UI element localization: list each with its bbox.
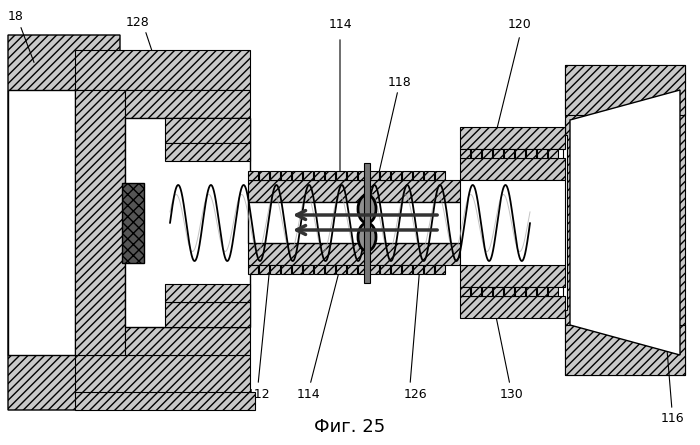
Bar xyxy=(125,90,250,118)
Ellipse shape xyxy=(358,223,376,251)
Bar xyxy=(369,265,379,274)
Text: 128: 128 xyxy=(126,16,150,28)
Bar xyxy=(270,171,280,180)
Text: 116: 116 xyxy=(660,413,684,425)
Bar xyxy=(435,265,445,274)
Bar xyxy=(248,202,463,243)
Text: Фиг. 25: Фиг. 25 xyxy=(314,418,386,436)
Bar xyxy=(358,265,368,274)
Bar xyxy=(504,149,514,158)
Bar xyxy=(482,149,492,158)
Bar xyxy=(165,302,250,327)
Bar xyxy=(336,265,346,274)
Bar xyxy=(347,171,357,180)
Bar xyxy=(537,149,547,158)
Bar xyxy=(259,171,269,180)
Bar xyxy=(565,65,685,115)
Bar xyxy=(325,265,335,274)
Bar xyxy=(165,118,250,143)
Bar xyxy=(325,171,335,180)
Bar xyxy=(292,265,302,274)
Bar xyxy=(281,171,291,180)
Bar xyxy=(347,265,357,274)
Bar xyxy=(504,287,514,296)
Bar xyxy=(563,135,567,310)
Text: 112: 112 xyxy=(246,388,270,401)
Bar xyxy=(471,149,481,158)
Bar xyxy=(565,325,685,375)
Bar xyxy=(460,287,470,296)
Bar xyxy=(435,171,445,180)
Bar xyxy=(165,284,250,302)
Bar xyxy=(402,265,412,274)
Bar xyxy=(548,287,558,296)
Bar xyxy=(515,149,525,158)
Text: 114: 114 xyxy=(328,19,352,32)
Bar xyxy=(358,171,368,180)
Bar xyxy=(75,355,250,395)
Bar xyxy=(75,90,125,355)
Bar xyxy=(460,127,565,149)
Bar xyxy=(471,287,481,296)
Text: 122: 122 xyxy=(80,170,104,183)
Bar xyxy=(537,287,547,296)
Bar xyxy=(248,243,463,265)
Bar xyxy=(248,171,258,180)
Bar xyxy=(424,171,434,180)
Text: 18: 18 xyxy=(8,11,24,24)
Bar xyxy=(413,265,423,274)
Bar xyxy=(248,202,463,243)
Text: 120: 120 xyxy=(508,19,532,32)
Bar xyxy=(460,180,565,265)
Bar xyxy=(548,149,558,158)
Ellipse shape xyxy=(358,195,376,223)
Bar xyxy=(303,171,313,180)
Polygon shape xyxy=(570,90,680,355)
Bar xyxy=(460,149,470,158)
Bar xyxy=(75,392,255,410)
Bar xyxy=(8,90,75,355)
Bar xyxy=(165,143,250,161)
Bar xyxy=(380,171,390,180)
Bar xyxy=(8,90,75,355)
Bar xyxy=(515,287,525,296)
Bar xyxy=(460,296,565,318)
Text: 118: 118 xyxy=(388,77,412,89)
Bar xyxy=(402,171,412,180)
Bar xyxy=(391,171,401,180)
Bar xyxy=(413,171,423,180)
Bar xyxy=(364,163,370,283)
Bar xyxy=(380,265,390,274)
Bar xyxy=(336,171,346,180)
Bar xyxy=(526,287,536,296)
Bar xyxy=(460,265,565,287)
Bar xyxy=(303,265,313,274)
Polygon shape xyxy=(8,35,120,410)
Text: 126: 126 xyxy=(403,388,427,401)
Bar xyxy=(493,287,503,296)
Bar xyxy=(281,265,291,274)
Bar xyxy=(125,118,250,327)
Text: 130: 130 xyxy=(500,388,524,401)
Bar xyxy=(314,171,324,180)
Bar xyxy=(125,327,250,355)
Bar xyxy=(526,149,536,158)
Text: 114: 114 xyxy=(296,388,320,401)
Bar xyxy=(248,180,463,202)
Bar xyxy=(292,171,302,180)
Bar xyxy=(259,265,269,274)
Bar xyxy=(424,265,434,274)
Bar xyxy=(248,265,258,274)
Bar xyxy=(369,171,379,180)
Bar xyxy=(75,50,250,90)
Bar xyxy=(391,265,401,274)
Bar xyxy=(122,183,144,263)
Bar xyxy=(493,149,503,158)
Bar xyxy=(314,265,324,274)
Bar xyxy=(482,287,492,296)
Bar xyxy=(460,158,565,180)
Bar xyxy=(270,265,280,274)
Bar xyxy=(565,65,685,375)
